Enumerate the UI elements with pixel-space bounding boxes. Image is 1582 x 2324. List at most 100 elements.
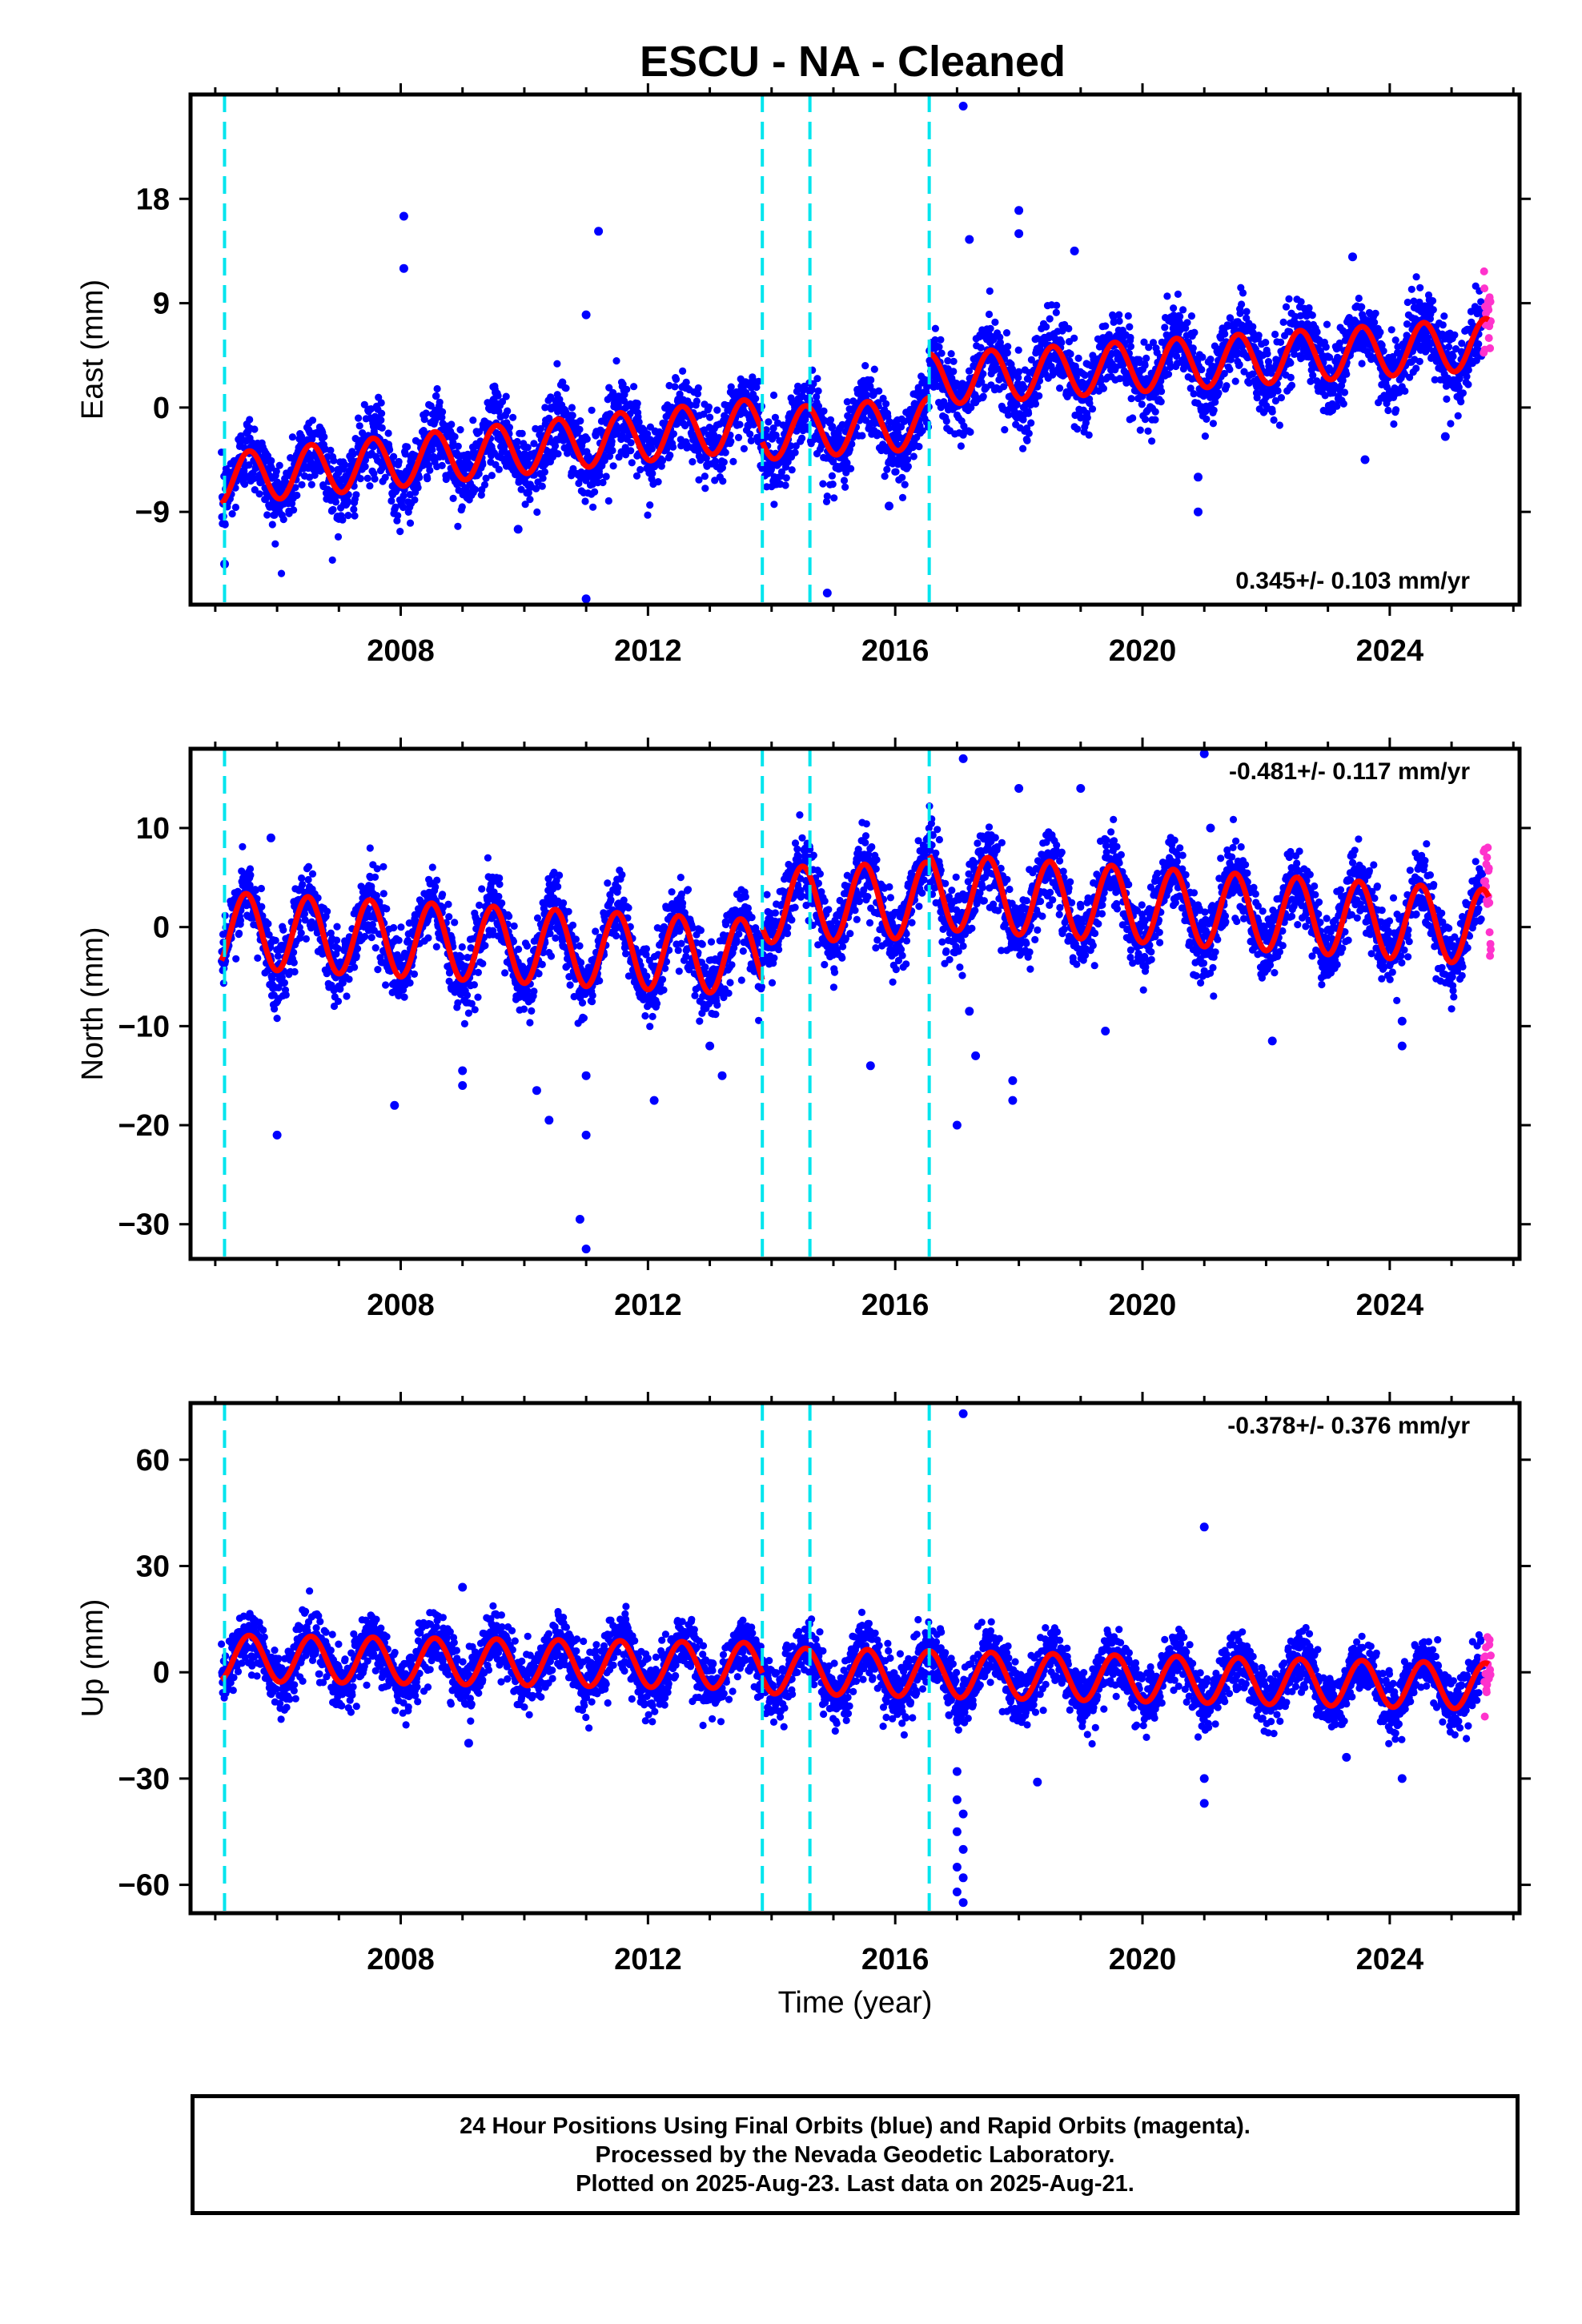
final-orbit-point bbox=[304, 875, 312, 884]
final-orbit-point bbox=[279, 926, 287, 934]
final-orbit-point bbox=[1285, 295, 1293, 303]
outlier-point bbox=[1360, 455, 1370, 464]
outlier-point bbox=[399, 263, 408, 273]
final-orbit-point bbox=[299, 880, 307, 889]
final-orbit-point bbox=[1074, 425, 1082, 433]
final-orbit-point bbox=[706, 413, 714, 421]
final-orbit-point bbox=[449, 439, 457, 447]
rapid-orbit-point bbox=[1480, 267, 1488, 275]
final-orbit-point bbox=[426, 466, 434, 474]
final-orbit-point bbox=[1243, 308, 1251, 316]
final-orbit-point bbox=[378, 424, 386, 432]
final-orbit-point bbox=[352, 491, 360, 499]
final-orbit-point bbox=[311, 471, 319, 480]
final-orbit-point bbox=[654, 478, 662, 486]
final-orbit-point bbox=[781, 481, 789, 489]
final-orbit-point bbox=[1056, 384, 1064, 392]
final-orbit-point bbox=[830, 494, 838, 502]
final-orbit-point bbox=[701, 485, 709, 493]
final-orbit-point bbox=[1270, 416, 1278, 424]
final-orbit-point bbox=[669, 443, 677, 451]
final-orbit-point bbox=[986, 287, 994, 296]
final-orbit-point bbox=[323, 452, 331, 461]
final-orbit-point bbox=[436, 398, 444, 406]
final-orbit-point bbox=[1025, 429, 1033, 437]
final-orbit-point bbox=[263, 511, 271, 519]
final-orbit-point bbox=[600, 456, 608, 464]
final-orbit-point bbox=[1454, 412, 1462, 420]
final-orbit-point bbox=[416, 473, 424, 481]
outlier-point bbox=[822, 589, 832, 597]
final-orbit-point bbox=[334, 944, 342, 953]
outlier-point bbox=[1014, 229, 1024, 239]
outlier-point bbox=[1194, 472, 1203, 482]
final-orbit-point bbox=[1308, 312, 1316, 320]
final-orbit-point bbox=[232, 955, 240, 963]
final-orbit-point bbox=[648, 469, 656, 477]
final-orbit-point bbox=[1340, 388, 1349, 396]
final-orbit-point bbox=[646, 436, 654, 444]
final-orbit-point bbox=[1440, 312, 1448, 320]
rapid-orbit-point bbox=[1486, 297, 1495, 306]
final-orbit-point bbox=[937, 336, 945, 344]
final-orbit-point bbox=[1014, 346, 1022, 354]
final-orbit-point bbox=[422, 409, 430, 417]
final-orbit-point bbox=[1401, 387, 1409, 395]
final-orbit-point bbox=[384, 429, 392, 437]
final-orbit-point bbox=[858, 432, 866, 440]
final-orbit-point bbox=[1439, 321, 1447, 329]
final-orbit-point bbox=[395, 936, 403, 944]
final-orbit-point bbox=[298, 480, 306, 489]
final-orbit-point bbox=[861, 362, 869, 370]
final-orbit-point bbox=[693, 390, 702, 398]
final-orbit-point bbox=[518, 429, 526, 438]
final-orbit-point bbox=[1412, 364, 1420, 372]
final-orbit-point bbox=[1138, 400, 1146, 408]
final-orbit-point bbox=[333, 936, 341, 944]
final-orbit-point bbox=[1124, 312, 1132, 320]
final-orbit-point bbox=[504, 407, 512, 415]
final-orbit-point bbox=[1085, 431, 1093, 439]
final-orbit-point bbox=[513, 437, 521, 446]
final-orbit-point bbox=[540, 468, 549, 476]
final-orbit-point bbox=[875, 387, 883, 395]
outlier-point bbox=[1070, 246, 1079, 255]
final-orbit-point bbox=[701, 472, 709, 480]
final-orbit-point bbox=[1001, 426, 1009, 434]
final-orbit-point bbox=[568, 412, 576, 420]
final-orbit-point bbox=[541, 404, 549, 412]
final-orbit-point bbox=[1313, 328, 1321, 336]
final-orbit-point bbox=[1065, 324, 1073, 332]
final-orbit-point bbox=[1275, 421, 1283, 429]
final-orbit-point bbox=[1271, 330, 1279, 339]
final-orbit-point bbox=[1226, 365, 1234, 373]
final-orbit-point bbox=[798, 434, 806, 442]
final-orbit-point bbox=[752, 395, 760, 403]
final-orbit-point bbox=[867, 376, 875, 384]
y-tick-label: −9 bbox=[135, 496, 170, 529]
final-orbit-point bbox=[1102, 322, 1110, 330]
final-orbit-point bbox=[718, 464, 727, 472]
final-orbit-point bbox=[1053, 301, 1061, 309]
rapid-orbit-point bbox=[1484, 306, 1493, 314]
final-orbit-point bbox=[495, 407, 503, 416]
final-orbit-point bbox=[1221, 330, 1229, 338]
final-orbit-point bbox=[747, 436, 755, 445]
final-orbit-point bbox=[1235, 360, 1243, 368]
final-orbit-point bbox=[1287, 359, 1295, 367]
x-tick-label: 2012 bbox=[614, 634, 682, 668]
final-orbit-point bbox=[720, 458, 728, 466]
final-orbit-point bbox=[469, 416, 477, 424]
final-orbit-point bbox=[439, 891, 447, 899]
final-orbit-point bbox=[581, 497, 589, 505]
final-orbit-point bbox=[1403, 320, 1411, 328]
final-orbit-point bbox=[721, 448, 729, 456]
final-orbit-point bbox=[1161, 324, 1169, 332]
final-orbit-point bbox=[381, 473, 389, 481]
final-orbit-point bbox=[371, 873, 379, 881]
final-orbit-point bbox=[1343, 370, 1351, 378]
final-orbit-point bbox=[382, 981, 390, 989]
final-orbit-point bbox=[458, 503, 466, 511]
final-orbit-point bbox=[583, 435, 591, 443]
final-orbit-point bbox=[1459, 389, 1467, 397]
